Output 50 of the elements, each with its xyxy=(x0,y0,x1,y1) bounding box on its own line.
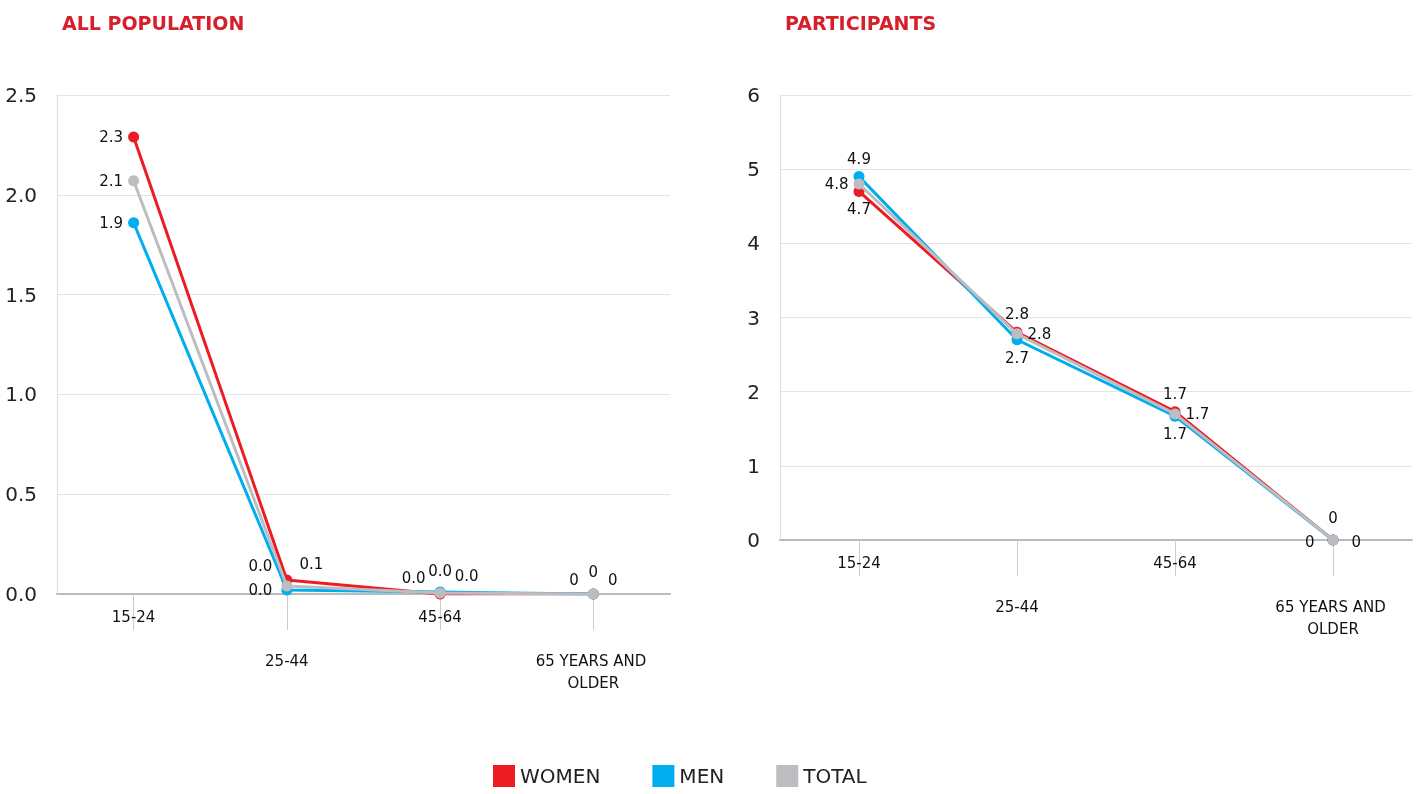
chart-title: ALL POPULATION xyxy=(62,11,245,34)
data-label: 0 xyxy=(588,563,599,581)
data-label: 1.7 xyxy=(1163,425,1187,444)
text: 1.5 xyxy=(5,282,37,307)
text: 2.5 xyxy=(5,83,37,107)
y-tick-label: 2 xyxy=(747,379,760,404)
legend-label: WOMEN xyxy=(520,764,601,788)
data-label: 1.7 xyxy=(1163,384,1187,403)
data-label: 0 xyxy=(1351,533,1362,551)
data-label: 1.9 xyxy=(99,213,124,232)
data-label: 0 xyxy=(1328,509,1338,527)
data-label: 2.3 xyxy=(99,127,124,146)
data-label: 2.1 xyxy=(99,171,124,190)
data-label: 4.7 xyxy=(847,200,871,219)
data-label: 0.1 xyxy=(299,555,324,574)
data-label: 0.0 xyxy=(248,557,273,576)
data-label: 0 xyxy=(569,571,579,589)
y-tick-label: 0 xyxy=(747,528,760,552)
data-label: 2.8 xyxy=(1005,305,1029,324)
data-label: 4.9 xyxy=(847,149,871,168)
x-tick-label: 25-44 xyxy=(995,598,1039,616)
chart-title: PARTICIPANTS xyxy=(785,11,937,34)
y-tick-label: 1 xyxy=(747,453,760,478)
data-label: 0.0 xyxy=(248,581,273,600)
data-label: 1.7 xyxy=(1185,404,1210,423)
data-label: 2.7 xyxy=(1005,348,1029,367)
y-tick-label: 4 xyxy=(747,231,760,256)
y-tick-label: 5 xyxy=(747,157,760,182)
data-label: 0 xyxy=(607,571,618,589)
x-tick-label: 15-24 xyxy=(837,554,881,572)
legend-label: MEN xyxy=(679,764,725,788)
y-tick-label: 3 xyxy=(747,305,760,330)
text: 0.5 xyxy=(5,482,37,507)
x-tick-label: 45-64 xyxy=(418,608,462,626)
text: 1.0 xyxy=(5,382,37,407)
x-tick-label: 15-24 xyxy=(111,608,156,626)
legend-label: TOTAL xyxy=(802,764,868,788)
data-label: 0.0 xyxy=(401,569,426,587)
data-label: 2.8 xyxy=(1027,324,1052,343)
text: 2.0 xyxy=(5,182,37,207)
data-label: 4.8 xyxy=(824,175,849,193)
x-tick-label: 25-44 xyxy=(265,652,309,670)
x-tick-label: 45-64 xyxy=(1153,554,1197,572)
data-label: 0.0 xyxy=(428,562,453,580)
y-tick-label: 6 xyxy=(747,83,760,107)
text: 0.0 xyxy=(5,582,37,606)
x-tick-label: 65 YEARS AND OLDER xyxy=(535,652,652,692)
data-label: 0.0 xyxy=(454,567,479,585)
x-tick-label: 65 YEARS AND OLDER xyxy=(1275,598,1391,638)
data-label: 0 xyxy=(1304,533,1315,551)
